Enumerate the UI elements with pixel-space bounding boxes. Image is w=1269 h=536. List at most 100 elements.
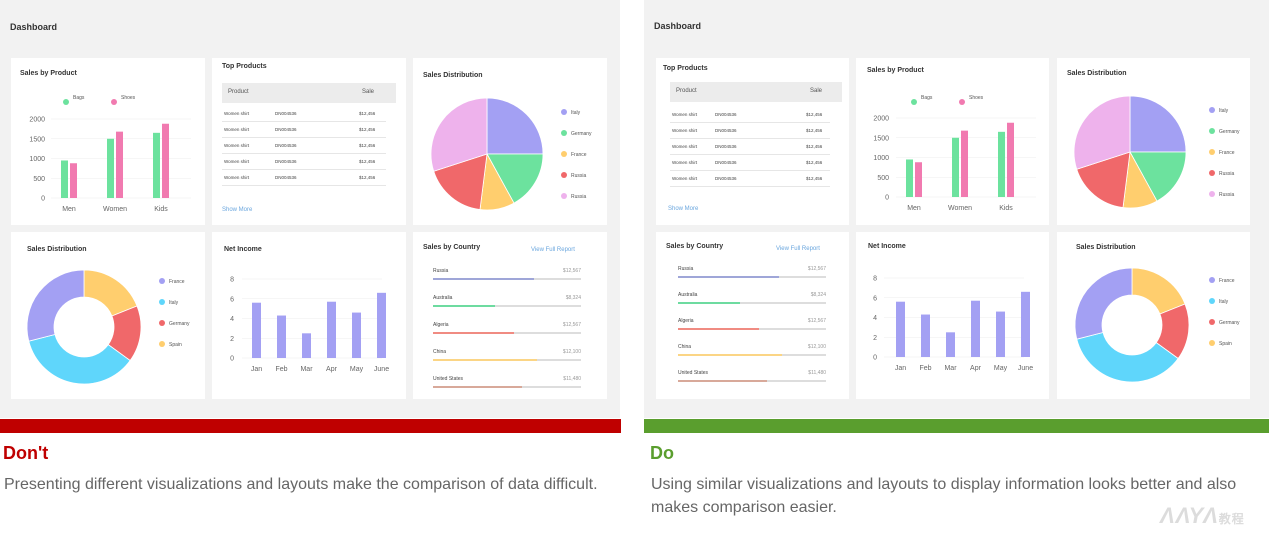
sales-by-product-card: Sales by Product 2000 1500 1000 500 0 Men Wome… (11, 58, 205, 225)
bar-bags (998, 131, 1005, 197)
x-tick-label: June (1018, 365, 1033, 372)
bar-bags (153, 132, 160, 198)
legend-label: Germany (1219, 129, 1240, 135)
legend-swatch (1209, 298, 1215, 304)
product-sale: $12,456 (806, 112, 823, 117)
dashboard-title: Dashboard (654, 21, 702, 31)
column-header-sale: Sale (810, 88, 823, 94)
top-products-card: Top Products Product Sale Show More Wome… (656, 58, 849, 225)
product-sale: $12,456 (806, 144, 823, 149)
progress-track (433, 278, 581, 280)
view-full-report-link[interactable]: View Full Report (531, 247, 575, 253)
card-title: Top Products (663, 65, 708, 72)
table-row[interactable]: Women shirt DN004536 $12,456 (222, 154, 386, 170)
progress-track (433, 332, 581, 334)
legend-label: Spain (169, 342, 182, 348)
bar-shoes (961, 130, 968, 197)
country-value: $12,567 (807, 318, 826, 324)
progress-fill (433, 332, 515, 334)
legend-label: Spain (1219, 341, 1232, 347)
country-value: $12,100 (807, 344, 826, 350)
pie-slice (1076, 151, 1131, 209)
sales-distribution-card: Sales Distribution Italy Germany France Rus… (1057, 58, 1250, 225)
legend-label: Shoes (121, 95, 136, 101)
table-row[interactable]: Women shirt DN004536 $12,456 (222, 170, 386, 186)
progress-track (433, 359, 581, 361)
bar (896, 301, 905, 357)
y-tick-label: 8 (230, 277, 234, 284)
progress-track (678, 380, 826, 382)
table-row[interactable]: Women shirt DN004536 $12,456 (670, 171, 830, 187)
progress-fill (678, 302, 741, 304)
product-name: Women shirt (672, 112, 698, 117)
table-row[interactable]: Women shirt DN004536 $12,456 (670, 107, 830, 123)
bar (996, 311, 1005, 357)
pie-slice (28, 333, 131, 385)
pie-slice (1073, 95, 1131, 170)
bar (377, 292, 386, 358)
legend-label: Bags (921, 95, 933, 101)
product-code: DN004536 (275, 143, 297, 148)
x-tick-label: Apr (326, 366, 338, 373)
country-value: $8,324 (565, 295, 581, 301)
product-name: Women shirt (672, 128, 698, 133)
x-tick-label: Apr (970, 365, 982, 372)
country-value: $11,480 (563, 376, 581, 382)
y-tick-label: 1000 (29, 156, 45, 163)
progress-fill (678, 276, 779, 278)
bar (921, 314, 930, 357)
legend-swatch (1209, 319, 1215, 325)
legend-swatch (159, 341, 165, 347)
product-sale: $12,456 (806, 128, 823, 133)
table-row[interactable]: Women shirt DN004536 $12,456 (222, 122, 386, 138)
watermark-suffix: 教程 (1218, 512, 1245, 526)
pie-slice (26, 269, 85, 342)
y-tick-label: 500 (877, 175, 889, 182)
legend-swatch (911, 99, 917, 105)
view-full-report-link[interactable]: View Full Report (776, 246, 820, 252)
show-more-link[interactable]: Show More (222, 207, 253, 213)
column-header-sale: Sale (362, 89, 375, 95)
table-row[interactable]: Women shirt DN004536 $12,456 (670, 123, 830, 139)
country-row: China $12,100 (678, 344, 826, 370)
card-title: Sales by Product (20, 70, 77, 77)
table-row[interactable]: Women shirt DN004536 $12,456 (222, 138, 386, 154)
bar-bags (61, 160, 68, 198)
y-tick-label: 6 (230, 296, 234, 303)
legend-label: France (1219, 278, 1235, 284)
bar (352, 312, 361, 358)
progress-fill (433, 386, 522, 388)
table-row[interactable]: Women shirt DN004536 $12,456 (222, 106, 386, 122)
do-heading: Do (650, 443, 674, 463)
legend-label: Russia (1219, 192, 1235, 198)
country-name: Algeria (433, 322, 449, 328)
product-code: DN004536 (275, 127, 297, 132)
x-tick-label: May (350, 366, 364, 373)
bar (302, 333, 311, 358)
product-code: DN004536 (715, 128, 737, 133)
legend-swatch (1209, 149, 1215, 155)
table-row[interactable]: Women shirt DN004536 $12,456 (670, 139, 830, 155)
legend-swatch (1209, 340, 1215, 346)
country-value: $12,567 (562, 268, 581, 274)
show-more-link[interactable]: Show More (668, 206, 699, 212)
card-title: Net Income (224, 246, 262, 253)
product-sale: $12,456 (359, 111, 376, 116)
watermark-logo: ΛΛΥΛ教程 (1160, 503, 1245, 529)
do-dashboard-panel: Dashboard Top Products Product Sale Show… (644, 0, 1269, 418)
product-code: DN004536 (715, 160, 737, 165)
watermark-letters: ΛΛΥΛ (1160, 503, 1219, 528)
legend-swatch (159, 299, 165, 305)
product-name: Women shirt (224, 111, 250, 116)
bar (277, 315, 286, 358)
table-row[interactable]: Women shirt DN004536 $12,456 (670, 155, 830, 171)
country-name: Russia (678, 266, 694, 272)
product-code: DN004536 (275, 111, 297, 116)
country-row: Australia $8,324 (678, 292, 826, 318)
legend-swatch (1209, 107, 1215, 113)
x-tick-label: Kids (154, 206, 168, 213)
legend-swatch (561, 151, 567, 157)
legend-label: Germany (1219, 320, 1240, 326)
y-tick-label: 2000 (29, 117, 45, 124)
bar (327, 301, 336, 358)
